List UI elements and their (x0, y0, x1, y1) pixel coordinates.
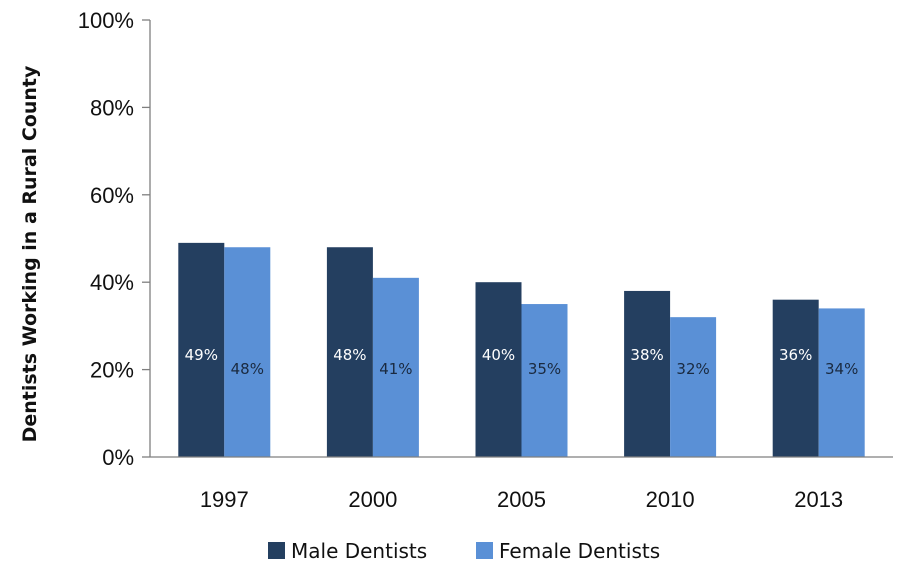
bar-male (624, 290, 671, 457)
bar-male (475, 282, 522, 457)
y-tick-label: 0% (102, 445, 134, 470)
x-axis: 1997 2000 2005 2010 2013 (150, 456, 893, 512)
bar-male (326, 247, 373, 457)
data-label: 41% (379, 360, 412, 378)
data-label: 49% (185, 346, 218, 364)
data-label: 48% (231, 360, 264, 378)
bar-female (224, 247, 271, 457)
x-tick-label: 2005 (497, 487, 546, 512)
bar-female (372, 277, 419, 457)
y-axis-title: Dentists Working in a Rural County (19, 65, 41, 442)
bar-female (670, 317, 717, 457)
legend-label: Male Dentists (291, 539, 427, 563)
data-label: 35% (528, 360, 561, 378)
data-label: 36% (779, 346, 812, 364)
data-label: 34% (825, 360, 858, 378)
legend-label: Female Dentists (499, 539, 660, 563)
legend-swatch (268, 542, 285, 559)
bars: 49% 48% 48% 41% 40% 35% 38% 32% 36% 34% (178, 242, 865, 457)
x-tick-label: 2010 (646, 487, 695, 512)
data-label: 48% (333, 346, 366, 364)
y-tick-label: 60% (90, 183, 134, 208)
y-axis: 0% 20% 40% 60% 80% 100% (78, 8, 151, 470)
data-label: 38% (630, 346, 663, 364)
y-tick-label: 100% (78, 8, 134, 33)
data-label: 40% (482, 346, 515, 364)
bar-female (521, 304, 568, 457)
x-tick-label: 1997 (200, 487, 249, 512)
x-tick-label: 2000 (348, 487, 397, 512)
y-tick-label: 40% (90, 270, 134, 295)
legend: Male Dentists Female Dentists (268, 539, 660, 563)
bar-female (818, 308, 865, 457)
x-tick-label: 2013 (794, 487, 843, 512)
y-tick-label: 80% (90, 95, 134, 120)
y-tick-label: 20% (90, 358, 134, 383)
data-label: 32% (676, 360, 709, 378)
legend-swatch (476, 542, 493, 559)
bar-male (178, 242, 225, 457)
bar-male (772, 299, 819, 457)
